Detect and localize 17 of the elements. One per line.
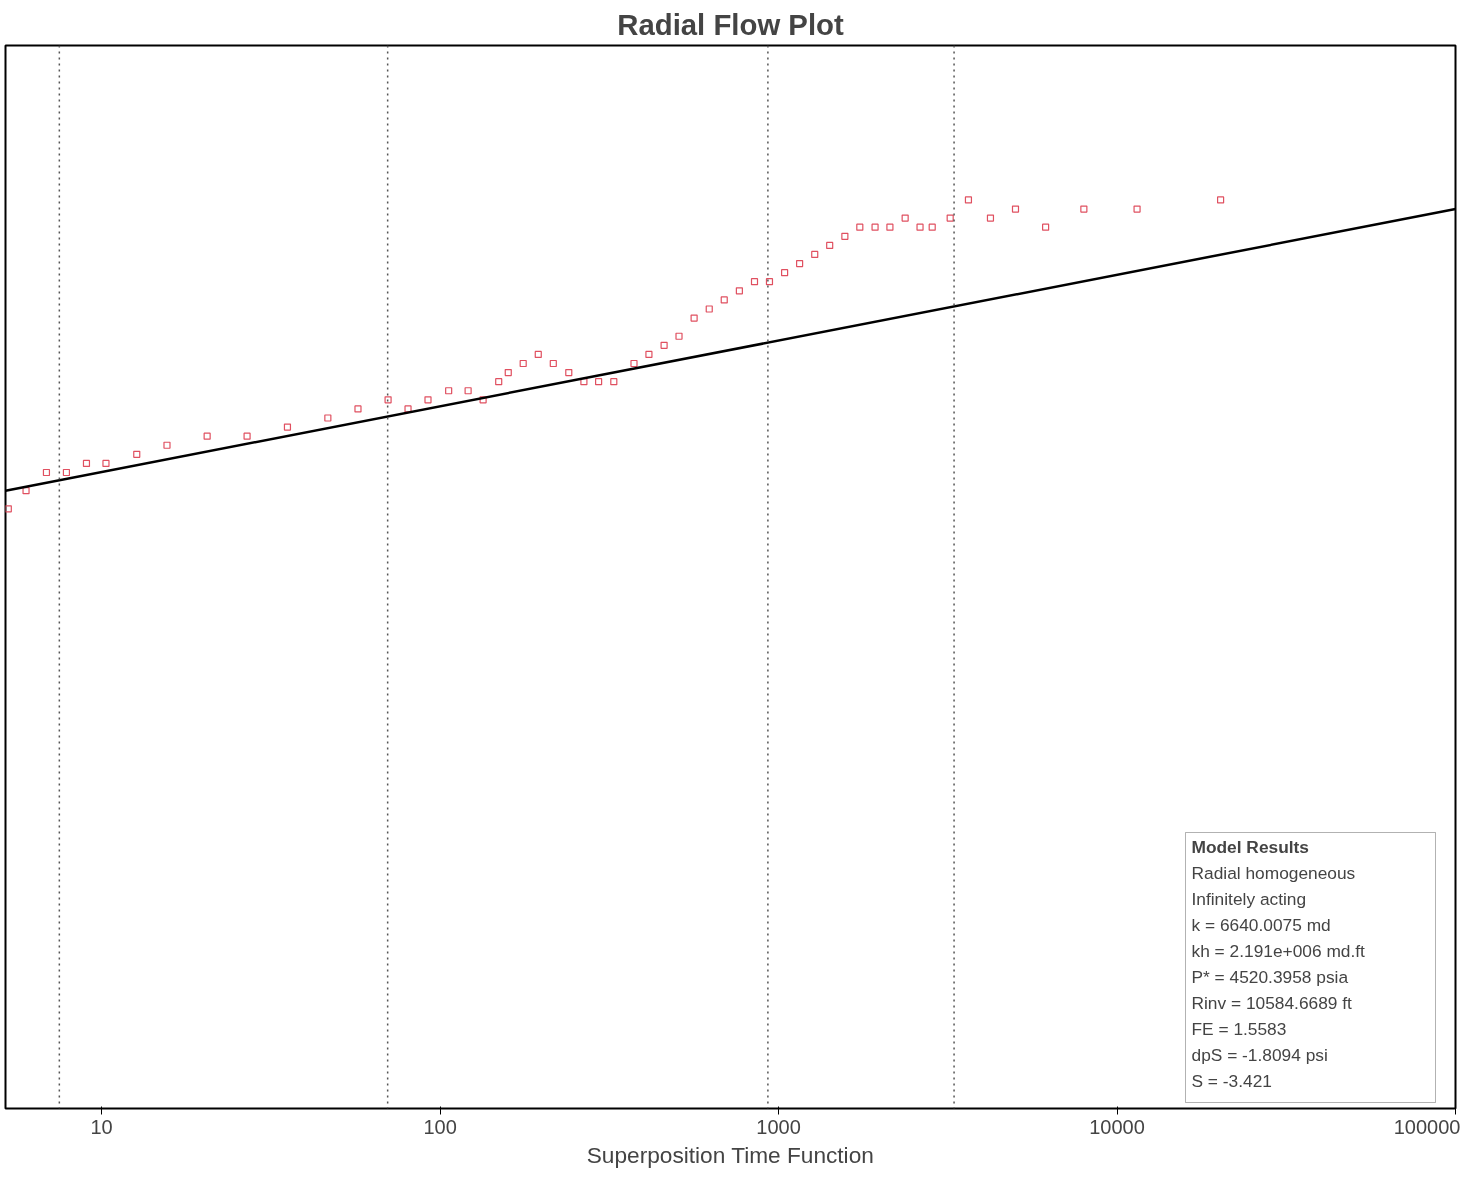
x-tick-label: 100 [423,1115,457,1138]
annotation: dpS = -1.8094 psi [1191,1044,1328,1065]
annotation: S = -3.421 [1191,1070,1272,1091]
annotation: Infinitely acting [1191,888,1307,909]
annotation: FE = 1.5583 [1191,1018,1287,1039]
chart-title: Radial Flow Plot [617,7,844,41]
x-tick-label: 10 [90,1115,113,1138]
x-tick-label: 100000 [1393,1115,1461,1138]
annotation: Rinv = 10584.6689 ft [1191,992,1353,1013]
annotation: k = 6640.0075 md [1191,914,1331,935]
x-tick-label: 10000 [1089,1115,1145,1138]
x-axis-title: Superposition Time Function [586,1141,874,1168]
annotation: P* = 4520.3958 psia [1191,966,1349,987]
annotation: kh = 2.191e+006 md.ft [1191,940,1366,961]
x-tick-label: 1000 [756,1115,801,1138]
annotation: Radial homogeneous [1191,862,1356,883]
annotation: Model Results [1191,836,1309,857]
